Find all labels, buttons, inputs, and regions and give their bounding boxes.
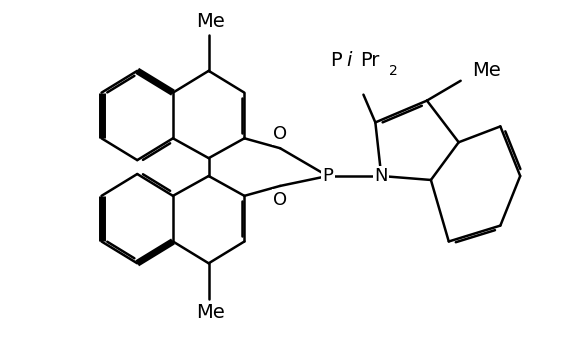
Text: P: P (330, 51, 341, 70)
Text: Me: Me (196, 303, 225, 322)
Text: Pr: Pr (360, 51, 380, 70)
Text: Me: Me (472, 61, 501, 80)
Text: O: O (273, 191, 287, 209)
Text: N: N (374, 167, 388, 185)
Text: i: i (346, 51, 352, 70)
Text: Me: Me (196, 12, 225, 31)
Text: O: O (273, 125, 287, 143)
Text: P: P (322, 167, 333, 185)
Text: 2: 2 (389, 64, 398, 78)
